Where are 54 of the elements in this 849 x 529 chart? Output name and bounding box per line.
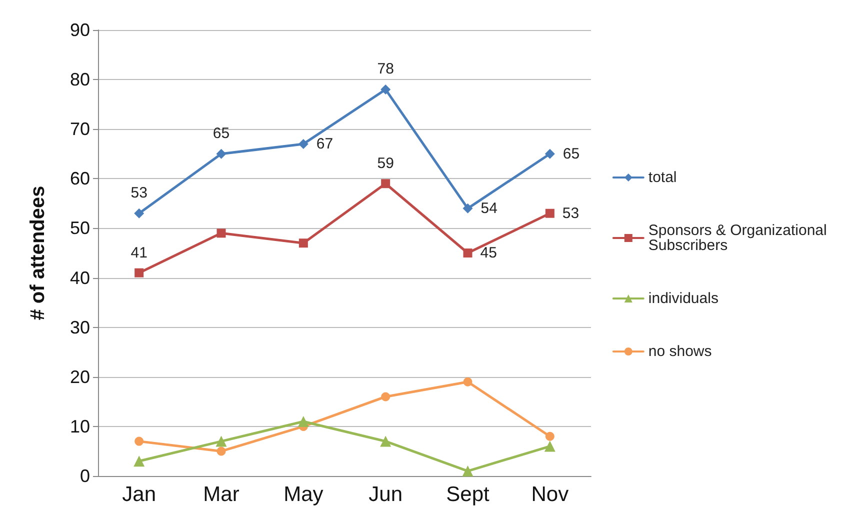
y-tick-label: 70 [70, 119, 90, 140]
point [134, 456, 145, 467]
point [134, 436, 144, 446]
x-tick-label: Mar [203, 483, 240, 506]
data-label: 53 [562, 204, 580, 222]
data-label: 59 [377, 155, 394, 172]
x-tick-label: Sept [446, 483, 490, 506]
point [463, 377, 472, 386]
data-label: 65 [212, 124, 230, 142]
data-label: 53 [130, 184, 148, 202]
data-label: 41 [130, 244, 148, 262]
y-tick-label: 40 [70, 268, 90, 288]
point [545, 208, 554, 218]
point [380, 84, 391, 94]
y-tick-label: 20 [70, 366, 90, 387]
point [381, 392, 390, 402]
legend-label: total [648, 169, 677, 186]
y-tick-label: 90 [70, 20, 90, 40]
y-tick-label: 80 [70, 70, 90, 90]
x-tick-label: May [284, 483, 324, 506]
point [381, 179, 390, 188]
point [298, 138, 308, 149]
data-label: 78 [377, 60, 394, 78]
x-tick-label: Jun [368, 483, 403, 506]
point [216, 228, 226, 238]
point [134, 208, 144, 218]
point [544, 148, 555, 159]
point [544, 440, 556, 452]
point [380, 436, 392, 447]
point [462, 203, 473, 214]
legend-label: no shows [648, 343, 712, 360]
data-label: 54 [480, 200, 498, 217]
point [216, 446, 226, 456]
legend-label: individuals [648, 290, 718, 307]
y-tick-label: 50 [70, 218, 90, 238]
point [462, 466, 474, 477]
legend-label: Sponsors & Organizational Subscribers [648, 222, 832, 254]
x-tick-label: Jan [122, 483, 156, 506]
point [463, 248, 472, 258]
y-axis-title: # of attendees [27, 186, 49, 320]
data-label: 65 [562, 145, 580, 162]
data-label: 67 [316, 135, 334, 152]
y-tick-label: 0 [80, 466, 90, 486]
data-label: 45 [480, 244, 497, 262]
point [216, 148, 226, 159]
y-tick-label: 60 [70, 168, 90, 189]
point [298, 416, 309, 427]
x-tick-label: Nov [531, 483, 570, 506]
point [545, 432, 554, 441]
y-tick-label: 30 [70, 317, 90, 338]
point [216, 436, 227, 447]
point [298, 238, 308, 248]
y-tick-label: 10 [70, 416, 90, 436]
point [134, 268, 144, 278]
